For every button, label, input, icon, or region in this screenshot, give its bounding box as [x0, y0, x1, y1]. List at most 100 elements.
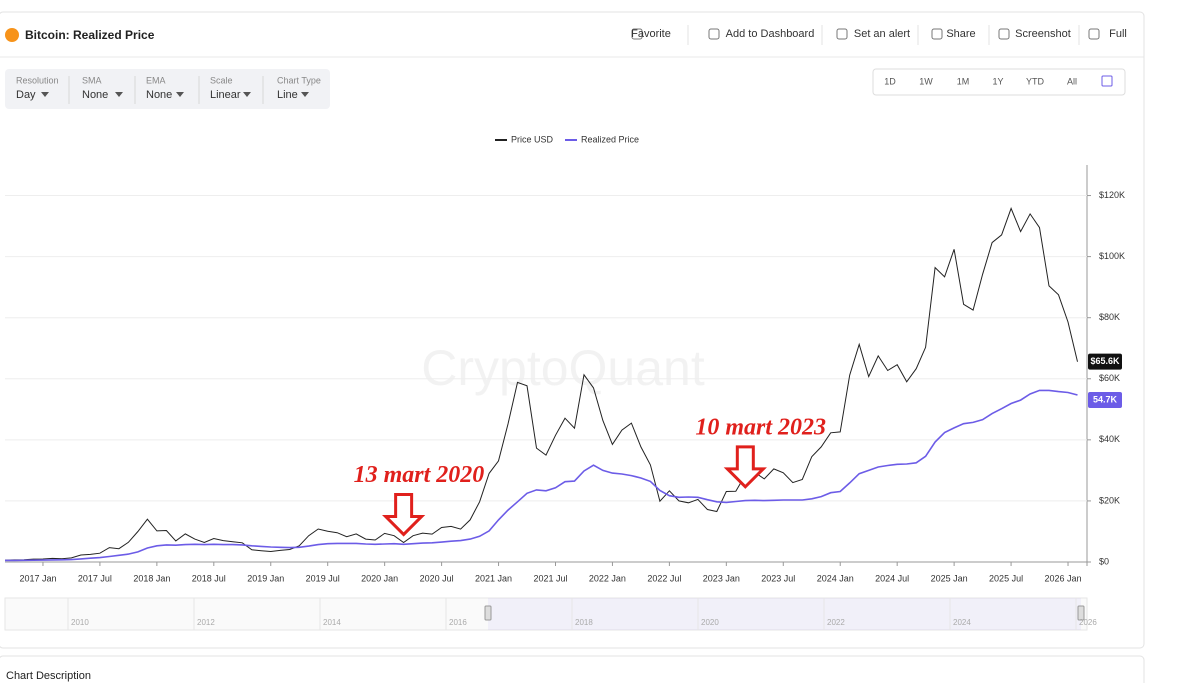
control-label: Scale [210, 75, 233, 85]
control-value[interactable]: Linear [210, 89, 241, 101]
x-tick-label: 2018 Jan [133, 573, 170, 583]
range-button[interactable]: 1Y [992, 76, 1003, 86]
toolbar [5, 69, 330, 109]
action-icon[interactable] [631, 28, 643, 40]
x-tick-label: 2021 Jan [475, 573, 512, 583]
control-label: EMA [146, 75, 166, 85]
x-tick-label: 2023 Jul [761, 573, 795, 583]
control-value[interactable]: None [82, 89, 108, 101]
x-tick-label: 2017 Jul [78, 573, 112, 583]
last-value-label: $65.6K [1090, 356, 1120, 366]
action-button[interactable]: Set an alert [854, 28, 910, 40]
plot: $0 $20K $40K $60K $80K $100K $120K 2017 Jan 2017… [4, 134, 1125, 583]
navigator-label: 2022 [827, 618, 845, 627]
range-box [872, 68, 1126, 96]
x-tick-label: 2026 Jan [1044, 573, 1081, 583]
navigator-handle[interactable] [1077, 605, 1085, 621]
dropdown-caret[interactable] [301, 92, 309, 97]
x-tick-label: 2020 Jul [420, 573, 454, 583]
x-tick-label: 2024 Jan [817, 573, 854, 583]
y-tick-label: $120K [1099, 190, 1125, 200]
x-tick-label: 2024 Jul [875, 573, 909, 583]
range-button[interactable]: YTD [1026, 76, 1045, 86]
y-tick-label: $60K [1099, 373, 1120, 383]
dropdown-caret[interactable] [243, 92, 251, 97]
series-line [5, 389, 1078, 562]
x-tick-label: 2022 Jan [589, 573, 626, 583]
x-tick-label: 2019 Jan [247, 573, 284, 583]
navigator-label: 2010 [71, 618, 89, 627]
action-icon[interactable] [1088, 28, 1100, 40]
navigator [4, 597, 1088, 631]
control-label: Resolution [16, 75, 59, 85]
action-icon[interactable] [998, 28, 1010, 40]
legend-label[interactable]: Price USD [511, 134, 554, 144]
last-value-badge [1088, 353, 1122, 370]
x-tick-label: 2025 Jul [989, 573, 1023, 583]
navigator-label: 2016 [449, 618, 467, 627]
x-tick-label: 2020 Jan [361, 573, 398, 583]
navigator-label: 2026 [1079, 618, 1097, 627]
navigator-label: 2020 [701, 618, 719, 627]
control-value[interactable]: Line [277, 89, 298, 101]
calendar-icon[interactable] [1101, 75, 1113, 87]
series-line [4, 207, 1078, 561]
dropdown-caret[interactable] [41, 92, 49, 97]
x-tick-label: 2017 Jan [19, 573, 56, 583]
y-tick-label: $40K [1099, 434, 1120, 444]
navigator-window[interactable] [488, 598, 1081, 630]
action-icon[interactable] [836, 28, 848, 40]
range-button[interactable]: 1M [957, 76, 970, 86]
navigator-label: 2024 [953, 618, 971, 627]
action-button[interactable]: Favorite [631, 28, 671, 40]
control-value[interactable]: None [146, 89, 172, 101]
x-tick-label: 2018 Jul [192, 573, 226, 583]
card [0, 11, 1145, 649]
action-icon[interactable] [708, 28, 720, 40]
description-title: Chart Description [6, 670, 91, 682]
last-value-badge [1088, 391, 1122, 408]
action-button[interactable]: Screenshot [1015, 28, 1071, 40]
control-value[interactable]: Day [16, 89, 36, 101]
legend-label[interactable]: Realized Price [581, 134, 639, 144]
x-tick-label: 2023 Jan [703, 573, 740, 583]
page-title: Bitcoin: Realized Price [25, 28, 155, 42]
navigator-label: 2014 [323, 618, 341, 627]
actions: Favorite Add to Dashboard Set an alert Shar… [631, 25, 1127, 45]
description-card [0, 655, 1145, 688]
annotation-text: 10 mart 2023 [695, 414, 826, 440]
range-button[interactable]: 1W [919, 76, 933, 86]
action-button[interactable]: Full [1109, 28, 1127, 40]
annotation-text: 13 mart 2020 [354, 462, 485, 488]
action-button[interactable]: Share [946, 28, 975, 40]
control-label: Chart Type [277, 75, 321, 85]
navigator-labels: 2010 2012 2014 2016 2018 2020 2022 2024 2026 [67, 598, 1097, 630]
dropdown-caret[interactable] [115, 92, 123, 97]
y-tick-label: $0 [1099, 556, 1109, 566]
y-tick-label: $100K [1099, 251, 1125, 261]
ranges: 1D 1W 1M 1Y YTD All [884, 76, 1077, 86]
last-value-label: 54.7K [1093, 394, 1118, 404]
watermark: CryptoQuant [421, 340, 705, 396]
range-button[interactable]: 1D [884, 76, 896, 86]
action-button[interactable]: Add to Dashboard [726, 28, 815, 40]
annotation-arrow [382, 492, 426, 537]
navigator-label: 2012 [197, 618, 215, 627]
x-tick-label: 2025 Jan [931, 573, 968, 583]
navigator-label: 2018 [575, 618, 593, 627]
range-button[interactable]: All [1067, 76, 1077, 86]
x-tick-label: 2021 Jul [533, 573, 567, 583]
controls: Resolution Day SMA None EMA None Scale Linear Ch… [16, 75, 321, 104]
dropdown-caret[interactable] [176, 92, 184, 97]
action-icon[interactable] [931, 28, 943, 40]
btc-icon [5, 28, 19, 42]
y-tick-label: $20K [1099, 495, 1120, 505]
navigator-handle[interactable] [484, 605, 492, 621]
control-label: SMA [82, 75, 102, 85]
annotation-arrow [723, 445, 767, 489]
y-tick-label: $80K [1099, 312, 1120, 322]
x-tick-label: 2022 Jul [647, 573, 681, 583]
x-tick-label: 2019 Jul [306, 573, 340, 583]
